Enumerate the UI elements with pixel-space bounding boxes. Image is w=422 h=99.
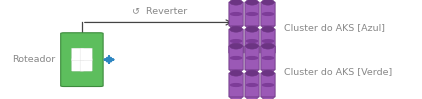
FancyBboxPatch shape (72, 59, 84, 71)
Ellipse shape (262, 12, 274, 16)
Text: Cluster do AKS [Verde]: Cluster do AKS [Verde] (284, 67, 392, 76)
FancyBboxPatch shape (80, 48, 92, 61)
FancyBboxPatch shape (261, 73, 275, 97)
Ellipse shape (246, 50, 258, 56)
Ellipse shape (246, 12, 258, 16)
Ellipse shape (230, 23, 242, 29)
FancyBboxPatch shape (229, 29, 243, 53)
FancyBboxPatch shape (61, 33, 103, 87)
Ellipse shape (230, 43, 242, 49)
Ellipse shape (230, 50, 242, 56)
Ellipse shape (246, 23, 258, 29)
Ellipse shape (262, 56, 274, 60)
Ellipse shape (262, 26, 274, 32)
FancyBboxPatch shape (80, 59, 92, 71)
Ellipse shape (230, 94, 242, 99)
Ellipse shape (246, 56, 258, 60)
Ellipse shape (246, 94, 258, 99)
FancyBboxPatch shape (229, 73, 243, 97)
FancyBboxPatch shape (245, 46, 259, 70)
Ellipse shape (262, 94, 274, 99)
Text: ↺  Reverter: ↺ Reverter (132, 7, 187, 16)
Ellipse shape (262, 0, 274, 5)
Ellipse shape (262, 23, 274, 29)
Ellipse shape (246, 0, 258, 5)
Ellipse shape (262, 50, 274, 56)
Ellipse shape (230, 83, 242, 87)
Ellipse shape (262, 83, 274, 87)
Ellipse shape (246, 70, 258, 76)
Text: Cluster do AKS [Azul]: Cluster do AKS [Azul] (284, 23, 384, 32)
FancyBboxPatch shape (245, 29, 259, 53)
FancyBboxPatch shape (261, 2, 275, 26)
Ellipse shape (230, 39, 242, 43)
Ellipse shape (262, 67, 274, 73)
Ellipse shape (230, 56, 242, 60)
Ellipse shape (230, 0, 242, 5)
FancyBboxPatch shape (245, 73, 259, 97)
FancyBboxPatch shape (261, 46, 275, 70)
FancyBboxPatch shape (229, 46, 243, 70)
Ellipse shape (230, 26, 242, 32)
Ellipse shape (246, 43, 258, 49)
Ellipse shape (230, 12, 242, 16)
Ellipse shape (262, 70, 274, 76)
Ellipse shape (262, 39, 274, 43)
FancyBboxPatch shape (72, 48, 84, 61)
Ellipse shape (230, 70, 242, 76)
Ellipse shape (262, 43, 274, 49)
Ellipse shape (246, 39, 258, 43)
FancyBboxPatch shape (261, 29, 275, 53)
FancyBboxPatch shape (245, 2, 259, 26)
Text: Roteador: Roteador (12, 55, 55, 64)
Ellipse shape (246, 67, 258, 73)
Ellipse shape (246, 83, 258, 87)
Ellipse shape (246, 26, 258, 32)
FancyBboxPatch shape (229, 2, 243, 26)
Ellipse shape (230, 67, 242, 73)
